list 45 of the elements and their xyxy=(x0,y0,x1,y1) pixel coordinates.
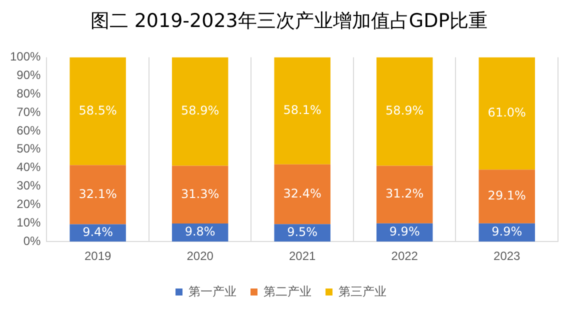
data-label: 58.9% xyxy=(386,104,424,118)
data-label: 9.9% xyxy=(389,224,420,239)
data-label: 9.5% xyxy=(287,224,318,239)
data-label: 32.1% xyxy=(78,186,117,201)
bar xyxy=(70,57,126,166)
y-tick-label: 20% xyxy=(16,197,42,212)
y-tick-label: 70% xyxy=(16,104,42,119)
bar xyxy=(376,166,433,224)
y-tick-label: 30% xyxy=(16,178,42,193)
data-label: 58.5% xyxy=(78,103,117,118)
y-tick-label: 50% xyxy=(16,142,42,156)
legend-label: 第一产业 xyxy=(188,284,236,298)
y-tick-label: 90% xyxy=(16,68,42,82)
bar xyxy=(274,57,330,164)
y-tick-label: 80% xyxy=(16,86,42,100)
bar xyxy=(274,164,330,224)
x-tick-label: 2019 xyxy=(84,249,112,264)
bar xyxy=(70,165,126,224)
x-tick-label: 2021 xyxy=(288,249,316,264)
data-label: 61.0% xyxy=(488,106,526,120)
bar xyxy=(478,57,535,170)
data-label: 9.9% xyxy=(492,224,522,239)
bar xyxy=(478,170,535,224)
x-tick-label: 2023 xyxy=(494,249,521,264)
data-label: 9.4% xyxy=(82,225,114,240)
x-tick-label: 2020 xyxy=(186,249,214,264)
data-label: 31.3% xyxy=(181,186,220,201)
data-label: 29.1% xyxy=(488,188,526,203)
bar xyxy=(172,57,228,166)
data-label: 58.9% xyxy=(181,104,220,118)
legend-label: 第三产业 xyxy=(338,284,386,298)
y-tick-label: 40% xyxy=(16,160,42,174)
data-label: 31.2% xyxy=(386,186,424,201)
data-label: 58.1% xyxy=(283,102,322,117)
y-tick-label: 0% xyxy=(23,234,42,248)
data-label: 32.4% xyxy=(283,186,322,200)
bar xyxy=(172,166,228,224)
bar xyxy=(376,57,433,166)
y-tick-label: 100% xyxy=(10,50,42,64)
y-tick-label: 60% xyxy=(16,123,42,138)
y-tick-label: 10% xyxy=(16,215,42,230)
legend-label: 第二产业 xyxy=(264,284,312,298)
data-label: 9.8% xyxy=(184,224,216,239)
chart-title: 图二 2019-2023年三次产业增加值占GDP比重 xyxy=(89,9,489,34)
x-tick-label: 2022 xyxy=(391,249,418,264)
